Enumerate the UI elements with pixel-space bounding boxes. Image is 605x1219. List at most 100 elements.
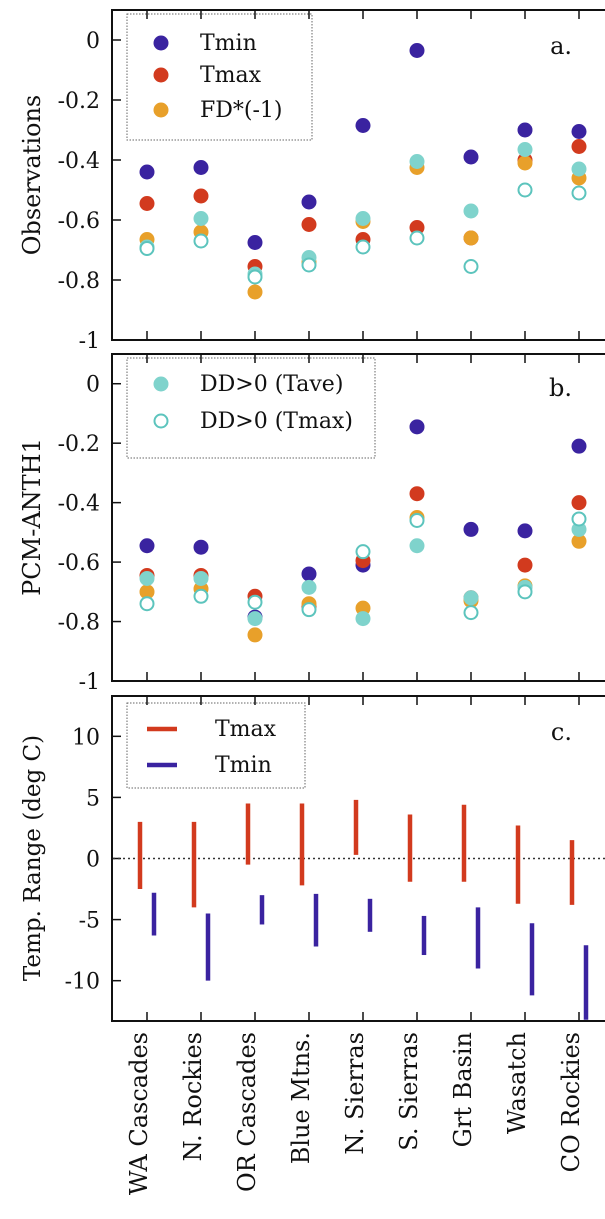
point-dd-tmax [193,588,209,604]
panel-b-ylabel: PCM-ANTH1 [18,438,46,596]
y-tick-label: -5 [79,909,100,934]
category-label: N. Sierras [341,1032,369,1155]
y-tick-label: -0.2 [58,432,100,457]
point-dd-tave [193,211,209,226]
point-dd-tmax [463,259,479,274]
point-tmax [409,220,425,235]
point-tmax [139,196,155,211]
panel-b-label: b. [549,374,572,402]
point-tmax [409,486,425,502]
point-fd [463,230,479,246]
point-tmin [355,118,371,133]
point-fd [571,533,587,549]
point-dd-tave [355,611,371,627]
point-fd [247,627,263,643]
point-tmin [517,523,533,539]
point-tmin [517,122,533,138]
point-dd-tmax [247,594,263,610]
y-tick-label: -0.6 [58,209,100,234]
point-tmin [571,438,587,454]
point-tmin [409,419,425,435]
point-dd-tave [571,161,587,177]
point-fd [139,584,155,600]
point-tmin [139,538,155,554]
category-label: N. Rockies [179,1032,207,1161]
panel-c-label: c. [551,718,572,746]
point-tmin [463,521,479,537]
legend-marker-dd-tave [153,376,169,392]
point-dd-tave [247,611,263,627]
y-tick-label: 0 [86,373,100,398]
legend-markers [147,35,177,768]
legend-a-fd-label: FD*(-1) [200,98,283,123]
legend-b-ddtmax-label: DD>0 (Tmax) [200,409,353,434]
category-label: Blue Mtns. [287,1032,315,1164]
y-tick-label: -0.8 [58,269,100,294]
point-dd-tmax [301,602,317,618]
point-dd-tmax [139,596,155,612]
point-dd-tmax [571,511,587,527]
point-dd-tave [355,211,371,226]
point-tmax [301,217,317,232]
legend-marker-tmin [153,35,169,51]
panel-a-legend [126,13,313,141]
point-dd-tmax [355,239,371,255]
point-tmin [301,566,317,582]
panel-a-label: a. [550,32,572,60]
point-dd-tmax [409,230,425,246]
point-dd-tave [193,570,209,586]
axis-ticks: 0-0.2-0.4-0.6-0.8-10-0.2-0.4-0.6-0.8-110… [58,10,580,1021]
point-dd-tmax [463,605,479,621]
y-tick-label: -0.8 [58,611,100,636]
y-tick-label: 5 [86,786,100,811]
point-tmin [193,539,209,555]
category-label: OR Cascades [233,1032,261,1192]
point-dd-tave [463,203,479,219]
panel-c-legend [126,702,306,789]
point-tmin [139,164,155,180]
point-tmin [247,235,263,250]
point-tmax [571,139,587,154]
category-label: CO Rockies [557,1032,585,1172]
panel-a-frame [111,9,605,341]
legend-b-ddtave-label: DD>0 (Tave) [200,372,343,397]
point-tmin [193,160,209,175]
legend-a-tmin-label: Tmin [200,31,257,56]
y-tick-label: -0.2 [58,89,100,114]
point-dd-tave [139,570,155,586]
point-dd-tmax [139,241,155,256]
point-dd-tmax [355,544,371,560]
y-tick-label: -0.4 [58,492,100,517]
point-dd-tmax [409,512,425,528]
category-label: Wasatch [503,1032,531,1134]
legend-a-tmax-label: Tmax [200,63,262,88]
point-dd-tave [463,590,479,606]
point-dd-tave [301,579,317,595]
legend-marker-fd [153,102,169,118]
y-tick-label: 0 [86,848,100,873]
point-fd [355,600,371,616]
y-tick-label: 10 [72,725,100,750]
data-marks [113,43,605,1020]
category-label: WA Cascades [125,1032,153,1195]
legend-marker-tmax [153,67,169,83]
y-tick-label: -10 [65,970,100,995]
point-dd-tave [517,142,533,157]
point-dd-tmax [247,269,263,285]
legend-marker-dd-tmax [153,413,169,429]
legend-c-tmax-label: Tmax [215,717,277,742]
panel-c-ylabel: Temp. Range (deg C) [20,735,46,981]
y-tick-label: -1 [79,329,100,354]
category-label: Grt Basin [449,1032,477,1147]
category-label: S. Sierras [395,1032,423,1151]
y-tick-label: -0.4 [58,149,100,174]
point-tmax [517,557,533,573]
legend-c-tmin-label: Tmin [215,753,272,778]
panel-a-ylabel: Observations [18,95,46,255]
point-tmin [409,43,425,58]
point-tmin [571,124,587,139]
point-dd-tmax [301,257,317,273]
point-dd-tmax [193,233,209,249]
point-fd [247,284,263,300]
